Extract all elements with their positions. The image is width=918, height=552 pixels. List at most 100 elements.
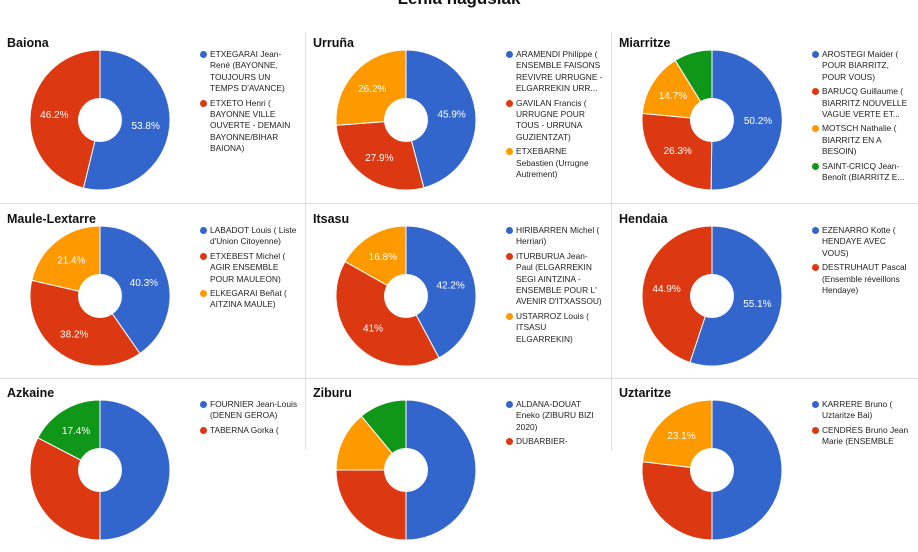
legend-color-dot [200, 99, 207, 107]
pie-slice[interactable] [99, 225, 171, 355]
pie-slice[interactable] [405, 49, 477, 189]
donut-chart: 53.8% 46.2% [29, 49, 171, 191]
legend-color-dot [812, 125, 819, 133]
donut-hole [384, 274, 428, 318]
legend-color-dot [812, 264, 819, 272]
chart-title: Uztaritze [619, 386, 672, 400]
donut-hole [78, 274, 122, 318]
slice-label: 53.8% [131, 121, 159, 132]
pie-slice[interactable] [31, 225, 101, 297]
pie-slice[interactable] [641, 225, 713, 364]
slice-label: 38.2% [60, 330, 88, 341]
legend: ETXEGARAI Jean-René (BAYONNE, TOUJOURS U… [200, 49, 298, 158]
legend-item[interactable]: USTARROZ Louis ( ITSASU ELGARREKIN) [506, 311, 604, 345]
legend-item[interactable]: ARAMENDI Philippe ( ENSEMBLE FAISONS REV… [506, 49, 604, 95]
legend-color-dot [200, 227, 207, 234]
pie-slice[interactable] [344, 225, 407, 297]
legend-label: ELKEGARAI Beñat ( AITZINA MAULE) [210, 288, 287, 310]
donut-chart: 42.2% 41% 16.8% [335, 225, 477, 367]
legend-label: EZENARRO Kotte ( HENDAYE AVEC VOUS) [822, 225, 896, 258]
pie-chart-panel: Maule-Lextarre 40.3% 38.2% 21.4% LABADOT Lou… [0, 208, 300, 378]
legend-item[interactable]: SAINT-CRICQ Jean-Benoît (BIARRITZ E... [812, 161, 910, 184]
legend-item[interactable]: ETXETO Henri ( BAYONNE VILLE OUVERTE - D… [200, 98, 298, 155]
legend-color-dot [506, 438, 513, 446]
pie-slice[interactable] [335, 49, 407, 126]
legend-item[interactable]: KARRERE Bruno ( Uztaritze Bai) [812, 399, 910, 422]
slice-label: 46.2% [40, 110, 68, 121]
page-title: Lehia nagusiak [0, 0, 918, 9]
legend: AROSTEGI Maider ( POUR BIARRITZ, POUR VO… [812, 49, 910, 186]
chart-title: Baiona [7, 36, 49, 50]
legend: LABADOT Louis ( Liste d'Union Citoyenne)… [200, 225, 298, 314]
legend-item[interactable]: AROSTEGI Maider ( POUR BIARRITZ, POUR VO… [812, 49, 910, 83]
pie-slice[interactable] [82, 49, 171, 191]
donut-hole [78, 98, 122, 142]
slice-label: 50.2% [744, 116, 772, 127]
pie-slice[interactable] [641, 59, 713, 121]
legend-item[interactable]: ETXEGARAI Jean-René (BAYONNE, TOUJOURS U… [200, 49, 298, 95]
legend-item[interactable]: HIRIBARREN Michel ( Herriari) [506, 225, 604, 248]
legend-color-dot [506, 401, 513, 408]
slice-label: 45.9% [437, 110, 465, 121]
legend-label: SAINT-CRICQ Jean-Benoît (BIARRITZ E... [822, 160, 905, 183]
donut-chart: 23.1% [641, 399, 783, 541]
legend-item[interactable]: FOURNIER Jean-Louis (DENEN GEROA) [200, 399, 298, 422]
legend-label: ETXEGARAI Jean-René (BAYONNE, TOUJOURS U… [210, 49, 285, 94]
pie-chart-panel: Itsasu 42.2% 41% 16.8% HIRIBARREN Michel ( H… [306, 208, 606, 378]
legend-item[interactable]: ETXEBEST Michel ( AGIR ENSEMBLE POUR MAU… [200, 251, 298, 285]
slice-label: 55.1% [743, 299, 771, 310]
legend-color-dot [812, 162, 819, 170]
legend-item[interactable]: TABERNA Gorka ( [200, 425, 298, 436]
donut-hole [690, 98, 734, 142]
pie-slice[interactable] [29, 49, 101, 189]
legend-label: ITURBURUA Jean-Paul (ELGARREKIN SEGI AIN… [516, 250, 602, 307]
legend-item[interactable]: CENDRES Bruno Jean Marie (ENSEMBLE [812, 425, 910, 448]
slice-label: 14.7% [659, 91, 687, 102]
donut-chart [335, 399, 477, 541]
legend-item[interactable]: DUBARBIER- [506, 436, 604, 447]
chart-title: Miarritze [619, 36, 671, 50]
legend-color-dot [200, 252, 207, 260]
pie-chart-panel: Hendaia 55.1% 44.9% EZENARRO Kotte ( HENDAY… [612, 208, 912, 378]
pie-chart-panel: Uztaritze 23.1% KARRERE Bruno ( Uztaritze … [612, 382, 912, 552]
legend-label: ETXEBEST Michel ( AGIR ENSEMBLE POUR MAU… [210, 250, 286, 284]
pie-slice[interactable] [710, 49, 783, 191]
legend-item[interactable]: ELKEGARAI Beñat ( AITZINA MAULE) [200, 288, 298, 311]
slice-label: 42.2% [436, 280, 464, 291]
chart-title: Hendaia [619, 212, 668, 226]
slice-label: 40.3% [130, 278, 158, 289]
legend-item[interactable]: ETXEBARNE Sebastien (Urrugne Autrement) [506, 146, 604, 180]
slice-label: 27.9% [365, 153, 393, 164]
legend-item[interactable]: DESTRUHAUT Pascal (Ensemble réveillons H… [812, 262, 910, 296]
legend-item[interactable]: ALDANA-DOUAT Eneko (ZIBURU BIZI 2020) [506, 399, 604, 433]
pie-slice[interactable] [29, 279, 141, 367]
legend-label: CENDRES Bruno Jean Marie (ENSEMBLE [822, 424, 909, 447]
donut-hole [690, 448, 734, 492]
legend-item[interactable]: MOTSCH Nathalie ( BIARRITZ EN A BESOIN) [812, 123, 910, 157]
pie-slice[interactable] [335, 260, 440, 367]
legend-item[interactable]: BARUCQ Guillaume ( BIARRITZ NOUVELLE VAG… [812, 86, 910, 120]
legend-color-dot [506, 252, 513, 260]
slice-label: 41% [363, 324, 383, 335]
slice-label: 44.9% [652, 284, 680, 295]
pie-slice[interactable] [405, 225, 477, 359]
chart-title: Urruña [313, 36, 354, 50]
legend-label: LABADOT Louis ( Liste d'Union Citoyenne) [210, 225, 297, 247]
pie-chart-panel: Miarritze 50.2% 26.3% 14.7% AROSTEGI Maider … [612, 32, 912, 202]
legend-item[interactable]: GAVILAN Francis ( URRUGNE POUR TOUS - UR… [506, 98, 604, 144]
legend-label: ETXEBARNE Sebastien (Urrugne Autrement) [516, 146, 589, 180]
donut-hole [384, 448, 428, 492]
legend-item[interactable]: EZENARRO Kotte ( HENDAYE AVEC VOUS) [812, 225, 910, 259]
legend-label: USTARROZ Louis ( ITSASU ELGARREKIN) [516, 310, 589, 344]
legend-label: DESTRUHAUT Pascal (Ensemble réveillons H… [822, 262, 907, 296]
legend-item[interactable]: ITURBURUA Jean-Paul (ELGARREKIN SEGI AIN… [506, 251, 604, 308]
pie-slice[interactable] [689, 225, 783, 367]
pie-chart-panel: Baiona 53.8% 46.2% ETXEGARAI Jean-René (BAY… [0, 32, 300, 202]
legend-label: BARUCQ Guillaume ( BIARRITZ NOUVELLE VAG… [822, 86, 908, 120]
legend-label: ARAMENDI Philippe ( ENSEMBLE FAISONS REV… [516, 49, 603, 94]
legend-label: DUBARBIER- [516, 436, 568, 447]
legend-color-dot [200, 401, 207, 408]
legend-item[interactable]: LABADOT Louis ( Liste d'Union Citoyenne) [200, 225, 298, 248]
legend-color-dot [812, 227, 819, 234]
row-divider [0, 378, 918, 379]
